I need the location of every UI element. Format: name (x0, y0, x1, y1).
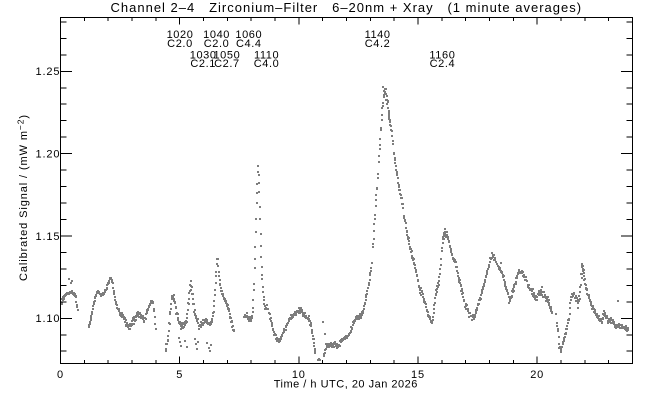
svg-text:1.20: 1.20 (35, 148, 60, 160)
svg-text:1110: 1110 (254, 49, 279, 61)
svg-text:C2.0: C2.0 (204, 38, 230, 50)
svg-text:1040: 1040 (203, 29, 230, 41)
svg-text:1160: 1160 (429, 49, 455, 61)
svg-text:1.15: 1.15 (35, 231, 60, 243)
svg-text:C2.0: C2.0 (167, 38, 193, 50)
svg-text:Channel 2–4 Zirconium–Filter: Channel 2–4 Zirconium–Filter 6–20nm + Xr… (111, 0, 583, 15)
svg-text:C4.4: C4.4 (236, 38, 262, 50)
svg-text:0: 0 (57, 369, 64, 381)
svg-text:C4.2: C4.2 (365, 38, 391, 50)
svg-text:Time / h UTC, 20 Jan 2026: Time / h UTC, 20 Jan 2026 (274, 379, 418, 391)
svg-text:1.25: 1.25 (35, 66, 60, 78)
svg-text:20: 20 (530, 369, 544, 381)
svg-text:C2.7: C2.7 (214, 58, 240, 70)
svg-text:15: 15 (411, 369, 425, 381)
svg-text:1020: 1020 (167, 29, 194, 41)
svg-text:1140: 1140 (365, 29, 391, 41)
svg-text:Calibrated Signal / (mW m−2): Calibrated Signal / (mW m−2) (16, 114, 31, 281)
svg-text:C2.4: C2.4 (430, 58, 456, 70)
svg-text:C2.1: C2.1 (190, 58, 216, 70)
svg-text:1030: 1030 (190, 49, 217, 61)
svg-text:5: 5 (176, 369, 183, 381)
svg-text:1060: 1060 (235, 29, 262, 41)
svg-text:1050: 1050 (213, 49, 240, 61)
svg-text:C4.0: C4.0 (254, 58, 280, 70)
svg-text:10: 10 (292, 369, 306, 381)
svg-text:1.10: 1.10 (35, 313, 60, 325)
